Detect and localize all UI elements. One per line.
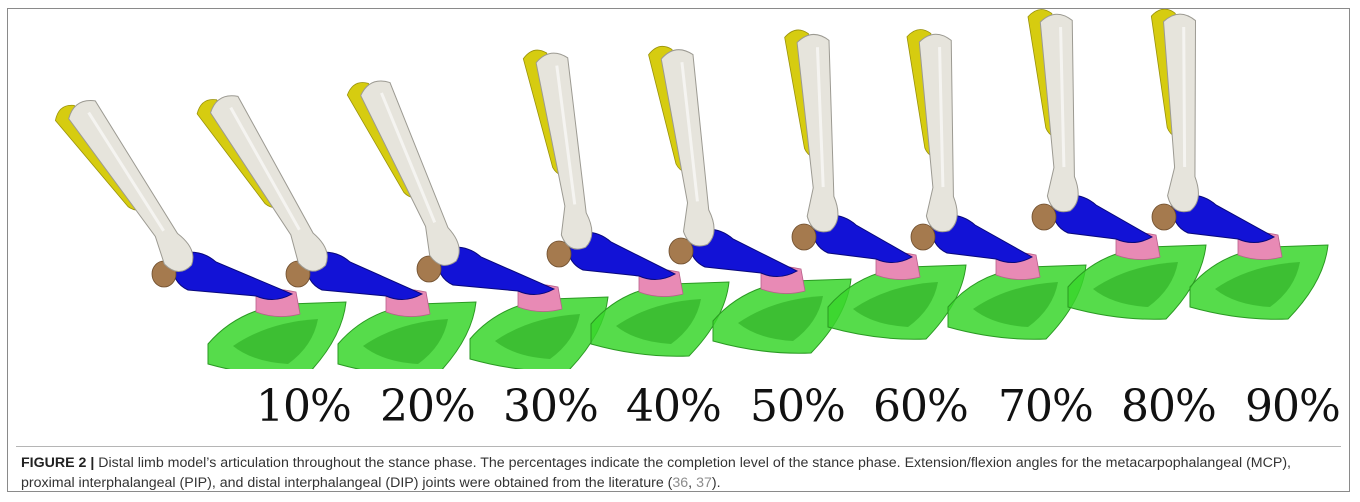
stance-label-10: 10% bbox=[256, 381, 352, 432]
limb-model-80 bbox=[1027, 9, 1207, 320]
cannon-bone bbox=[535, 52, 593, 250]
caption-text: Distal limb model’s articulation through… bbox=[21, 455, 1291, 491]
cannon-bone-highlight bbox=[87, 111, 165, 232]
stance-label-50: 50% bbox=[750, 381, 846, 432]
cannon-bone-highlight bbox=[555, 65, 577, 205]
cannon-bone bbox=[360, 80, 460, 266]
distal-phalanx bbox=[616, 299, 701, 344]
distal-phalanx bbox=[233, 319, 318, 364]
cannon-bone-shaft bbox=[360, 80, 460, 266]
cannon-bone-highlight bbox=[680, 62, 699, 202]
distal-phalanx bbox=[973, 282, 1058, 327]
caption-separator: , bbox=[688, 475, 697, 491]
cannon-bone bbox=[209, 95, 328, 272]
cannon-bone bbox=[796, 33, 839, 233]
cannon-bone-shaft bbox=[796, 33, 839, 233]
stance-label-70: 70% bbox=[998, 381, 1094, 432]
cannon-bone-highlight bbox=[229, 106, 301, 231]
limb-model-10 bbox=[54, 100, 347, 369]
stance-label-90: 90% bbox=[1245, 381, 1341, 432]
cannon-bone-highlight bbox=[380, 92, 437, 224]
distal-phalanx bbox=[853, 282, 938, 327]
cannon-bone-highlight bbox=[815, 47, 825, 188]
cannon-bone-shaft bbox=[1039, 13, 1079, 213]
cannon-bone-shaft bbox=[209, 95, 328, 272]
stance-label-40: 40% bbox=[626, 381, 722, 432]
cannon-bone-shaft bbox=[68, 100, 194, 273]
stance-label-30: 30% bbox=[503, 381, 599, 432]
stance-label-60: 60% bbox=[873, 381, 969, 432]
distal-phalanx bbox=[738, 296, 823, 341]
proximal-sesamoid bbox=[791, 223, 817, 251]
figure-caption: FIGURE 2 | Distal limb model’s articulat… bbox=[21, 453, 1343, 493]
limb-model-50 bbox=[648, 45, 852, 354]
caption-text-end: ). bbox=[711, 475, 721, 491]
proximal-phalanx bbox=[566, 231, 677, 280]
proximal-sesamoid bbox=[416, 255, 442, 283]
cannon-bone bbox=[1163, 13, 1199, 213]
cannon-bone-shaft bbox=[918, 33, 958, 233]
proximal-phalanx bbox=[171, 251, 294, 300]
cannon-bone-shaft bbox=[660, 49, 715, 247]
cannon-bone bbox=[1039, 13, 1079, 213]
limb-model-30 bbox=[346, 80, 609, 369]
cannon-bone-highlight bbox=[1059, 27, 1066, 168]
cannon-bone bbox=[918, 33, 958, 233]
proximal-sesamoid bbox=[668, 237, 694, 265]
figure-label: FIGURE 2 | bbox=[21, 455, 95, 471]
proximal-sesamoid bbox=[1031, 203, 1057, 231]
citation-link-37[interactable]: 37 bbox=[696, 475, 712, 491]
stance-label-80: 80% bbox=[1121, 381, 1217, 432]
cannon-bone bbox=[68, 100, 194, 273]
cannon-bone-shaft bbox=[1163, 13, 1199, 213]
distal-phalanx bbox=[363, 319, 448, 364]
cannon-bone-shaft bbox=[535, 52, 593, 250]
caption-divider bbox=[16, 446, 1341, 447]
figure-frame: 10% 20% 30% 40% 50% 60% 70% 80% 90% FIGU… bbox=[7, 8, 1350, 492]
distal-phalanx bbox=[1215, 262, 1300, 307]
proximal-sesamoid bbox=[546, 240, 572, 268]
citation-link-36[interactable]: 36 bbox=[672, 475, 689, 491]
distal-phalanx bbox=[1093, 262, 1178, 307]
proximal-phalanx bbox=[305, 251, 424, 300]
limb-model-60 bbox=[784, 29, 967, 340]
proximal-phalanx bbox=[436, 246, 556, 295]
limb-model-40 bbox=[522, 49, 730, 357]
cannon-bone-highlight bbox=[938, 47, 945, 188]
proximal-phalanx bbox=[688, 228, 799, 277]
proximal-sesamoid bbox=[1151, 203, 1177, 231]
proximal-sesamoid bbox=[910, 223, 936, 251]
limb-model-panel bbox=[54, 9, 1329, 369]
limb-model-70 bbox=[906, 29, 1087, 340]
limb-model-20 bbox=[196, 95, 477, 369]
cannon-bone-highlight bbox=[1182, 26, 1187, 168]
cannon-bone bbox=[660, 49, 715, 247]
stance-label-20: 20% bbox=[380, 381, 476, 432]
limb-model-90 bbox=[1150, 9, 1329, 320]
distal-phalanx bbox=[495, 314, 580, 359]
stance-percentage-row: 10% 20% 30% 40% 50% 60% 70% 80% 90% bbox=[8, 377, 1349, 447]
